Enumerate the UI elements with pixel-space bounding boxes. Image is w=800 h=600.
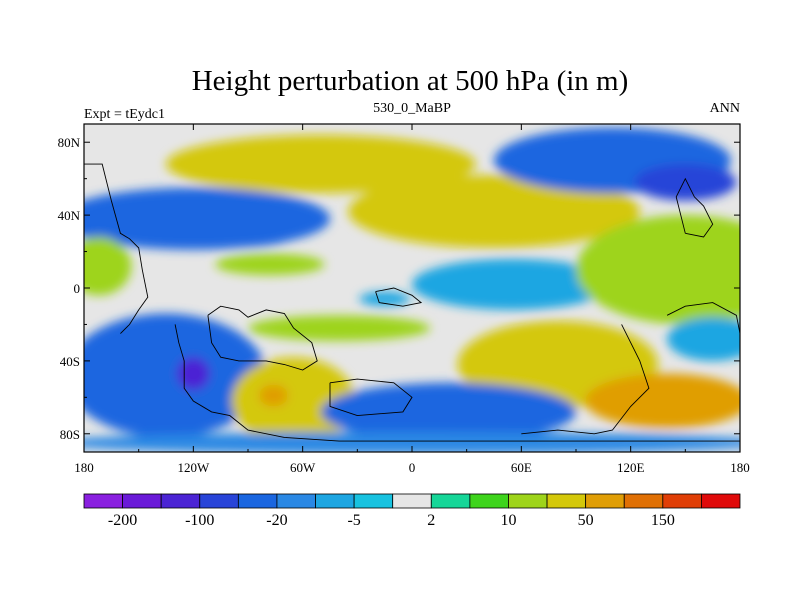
field-region-15 <box>176 357 210 391</box>
colorbar-label-1: -100 <box>185 512 214 529</box>
y-tick-label-0: 80N <box>58 135 81 150</box>
y-tick-label-3: 40S <box>60 354 80 369</box>
colorbar-swatch-16 <box>701 493 741 509</box>
colorbar-label-0: -200 <box>108 512 137 529</box>
coastline-6 <box>666 302 740 334</box>
coastline-3 <box>329 378 413 417</box>
colorbar-swatch-13 <box>585 493 625 509</box>
coastline-7 <box>675 177 714 238</box>
colorbar-swatch-2 <box>160 493 201 509</box>
colorbar: -200 -100 -20 -5 2 10 50 150 <box>83 493 741 529</box>
colorbar-swatch-12 <box>546 493 587 509</box>
colorbar-label-5: 10 <box>500 512 516 529</box>
field-region-22 <box>406 393 546 427</box>
map-field <box>84 124 740 452</box>
x-tick-label-3: 0 <box>409 460 416 475</box>
colorbar-swatch-7 <box>353 493 394 509</box>
field-region-7 <box>160 218 300 248</box>
colorbar-swatch-9 <box>430 493 471 509</box>
coastline-0 <box>84 163 149 334</box>
coastline-2 <box>207 305 318 371</box>
field-region-11 <box>215 253 325 276</box>
colorbar-label-7: 150 <box>651 512 675 529</box>
coastline-5 <box>521 324 650 435</box>
field-region-3 <box>457 193 586 237</box>
field-region-26 <box>84 431 740 452</box>
x-tick-label-6: 180 <box>730 460 750 475</box>
colorbar-label-6: 50 <box>578 512 594 529</box>
x-tick-label-5: 120E <box>617 460 645 475</box>
colorbar-swatch-15 <box>662 493 702 509</box>
y-tick-label-4: 80S <box>60 427 80 442</box>
field-region-5 <box>634 164 737 201</box>
colorbar-swatch-1 <box>122 493 162 509</box>
subtitle-center: 530_0_MaBP <box>373 101 451 116</box>
colorbar-label-4: 2 <box>427 512 435 529</box>
colorbar-swatch-5 <box>276 493 316 509</box>
colorbar-swatch-3 <box>199 493 239 509</box>
x-tick-label-0: 180 <box>74 460 94 475</box>
colorbar-swatch-10 <box>469 493 509 509</box>
contour-fill-layer <box>84 127 740 452</box>
colorbar-label-3: -5 <box>347 512 360 529</box>
subtitle-right: ANN <box>710 101 740 116</box>
field-region-9 <box>576 215 740 325</box>
subtitle-left: Expt = tEydc1 <box>84 107 165 122</box>
y-tick-label-2: 0 <box>74 281 81 296</box>
colorbar-swatch-6 <box>315 493 355 509</box>
field-region-24 <box>667 317 740 361</box>
colorbar-swatch-0 <box>83 493 123 509</box>
field-region-10 <box>84 236 132 296</box>
chart-title: Height perturbation at 500 hPa (in m) <box>192 65 629 97</box>
x-tick-label-4: 60E <box>511 460 532 475</box>
y-axis: 80N 40N 0 40S 80S <box>58 135 740 442</box>
field-region-1 <box>229 147 376 188</box>
x-tick-label-2: 60W <box>290 460 316 475</box>
field-region-25 <box>248 315 431 341</box>
y-tick-label-1: 40N <box>58 208 81 223</box>
x-tick-label-1: 120W <box>177 460 210 475</box>
coastline-4 <box>375 287 423 307</box>
colorbar-swatch-4 <box>237 493 278 509</box>
field-region-8 <box>412 258 613 310</box>
field-region-14 <box>116 320 234 401</box>
field-region-12 <box>359 291 411 307</box>
field-region-23 <box>585 373 740 429</box>
colorbar-label-2: -20 <box>266 512 287 529</box>
colorbar-swatch-11 <box>508 493 548 509</box>
coastline-1 <box>174 324 740 442</box>
colorbar-swatch-14 <box>623 493 664 509</box>
field-region-18 <box>258 384 289 407</box>
x-axis: 180 120W 60W 0 60E 120E 180 <box>74 124 750 475</box>
colorbar-swatch-8 <box>392 493 432 509</box>
coastline-layer <box>84 163 740 442</box>
